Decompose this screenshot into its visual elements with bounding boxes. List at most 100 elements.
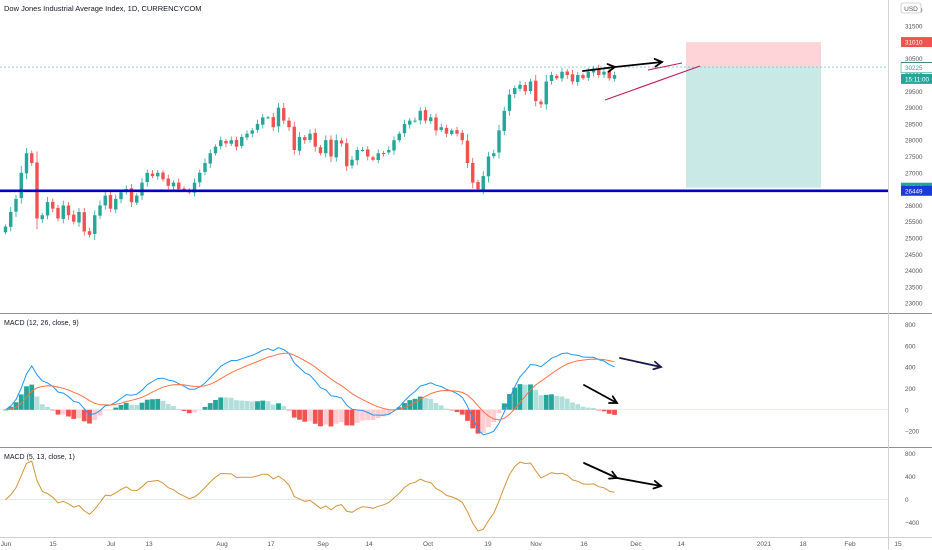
macd-histogram-bar	[454, 409, 460, 413]
price-tick-label: 24000	[905, 268, 923, 275]
candle-body	[198, 172, 202, 183]
macd-histogram-bar	[549, 394, 554, 410]
candle-body	[450, 130, 454, 134]
candle-body	[570, 74, 575, 82]
macd-histogram-bar	[276, 403, 281, 410]
currency-label: USD	[904, 6, 918, 13]
macd-histogram-bar	[596, 409, 602, 411]
stop-loss-zone[interactable]	[686, 42, 821, 68]
macd-histogram-bar	[612, 409, 617, 415]
candle-body	[82, 212, 86, 232]
candle-body	[77, 211, 81, 223]
price-arrow-2[interactable]	[614, 58, 664, 68]
candle-body	[240, 136, 244, 146]
candle-body	[177, 182, 181, 190]
oscillator-panel[interactable]	[0, 460, 888, 532]
candle-body	[465, 140, 470, 164]
candle-body	[455, 130, 459, 134]
osc-arrow-2[interactable]	[616, 477, 663, 490]
price-label-text: 31010	[905, 40, 923, 47]
macd-histogram-bar	[575, 404, 581, 410]
candle-body	[192, 182, 197, 193]
macd-line-arrow[interactable]	[619, 357, 663, 371]
price-tick-label: 28000	[905, 138, 923, 145]
osc-arrow-2-head	[652, 480, 663, 490]
macd-histogram-bar	[328, 409, 334, 427]
macd-hist-arrow[interactable]	[583, 384, 619, 404]
macd-histogram-bar	[71, 409, 77, 419]
price-tick-label: 24500	[905, 252, 923, 259]
price-arrow-2-shaft	[614, 61, 663, 68]
macd-histogram-bar	[333, 409, 339, 424]
candle-body	[371, 157, 375, 160]
candle-body	[282, 108, 286, 121]
macd-histogram-bar	[66, 409, 71, 417]
candle-body	[534, 80, 538, 102]
time-tick-label: 15	[49, 541, 57, 548]
candle-body	[581, 74, 585, 79]
time-tick-label: 14	[677, 541, 685, 548]
macd-histogram-bar	[150, 399, 155, 410]
trade-zones[interactable]	[0, 42, 888, 188]
candle-body	[271, 117, 275, 128]
candle-body	[439, 127, 443, 130]
time-axis[interactable]: Jun 15 Jul 13 Aug 17 Sep 14 Oct 19 Nov 16 Dec 14 2021 1…	[1, 541, 902, 548]
price-tick-label: 23000	[905, 301, 923, 308]
candle-body	[150, 173, 155, 177]
signal-line[interactable]	[5, 352, 615, 421]
candle-body	[413, 120, 417, 122]
macd-histogram-bar	[213, 399, 218, 410]
macd-histogram-bar	[543, 394, 549, 410]
take-profit-zone[interactable]	[686, 67, 821, 188]
candle-body	[518, 84, 522, 89]
drawing-tools[interactable]	[582, 58, 701, 490]
osc-line[interactable]	[5, 460, 615, 532]
candle-body	[444, 127, 449, 134]
candle-body	[250, 130, 254, 134]
macd-histogram-bar	[512, 387, 518, 410]
macd-histogram-bar	[165, 404, 171, 410]
macd-hist-arrow-head	[608, 395, 619, 404]
macd-histogram-bar	[8, 406, 14, 410]
time-tick-label: Aug	[216, 541, 228, 548]
candle-body	[423, 110, 428, 121]
osc-arrow-1[interactable]	[583, 462, 619, 480]
macd-histogram-bar	[444, 408, 449, 410]
candle-body	[145, 172, 149, 183]
candle-body	[408, 120, 412, 125]
price-label-badge	[900, 62, 932, 73]
macd-line-arrow-head	[652, 360, 663, 371]
osc-tick-label: −400	[905, 520, 920, 527]
macd-tick-label: 200	[905, 386, 916, 393]
macd-histogram-bar	[207, 403, 213, 410]
time-tick-label: 14	[365, 541, 373, 548]
osc-tick-label: 0	[905, 497, 909, 504]
macd-histogram-bar	[465, 409, 470, 421]
macd-histogram-bar	[244, 401, 250, 410]
candle-body	[334, 140, 338, 158]
candle-body	[366, 149, 370, 157]
macd-histogram-bar	[354, 409, 360, 423]
macd-histogram-bar	[260, 400, 266, 410]
time-tick-label: Dec	[630, 541, 642, 548]
candle-body	[602, 71, 606, 75]
candle-body	[229, 140, 233, 144]
macd-histogram-bar	[302, 409, 308, 422]
macd-panel[interactable]	[0, 347, 888, 436]
currency-badge[interactable]	[900, 2, 922, 14]
candle-body	[161, 172, 165, 180]
candle-body	[261, 117, 265, 125]
macd-histogram-bar	[475, 409, 481, 434]
candle-body	[392, 140, 396, 151]
candle-body	[14, 198, 18, 212]
candle-body	[213, 146, 218, 154]
candle-body	[345, 143, 349, 167]
candle-body	[523, 85, 527, 92]
price-axis[interactable]: 2300023500240002450025000255002600026500…	[900, 7, 932, 527]
macd-histogram-bar	[129, 404, 134, 410]
wedge-lower-line[interactable]	[604, 65, 701, 101]
macd-histogram-bar	[386, 409, 392, 415]
wedge-upper-line[interactable]	[647, 62, 683, 71]
macd-histogram-bar	[197, 409, 203, 411]
